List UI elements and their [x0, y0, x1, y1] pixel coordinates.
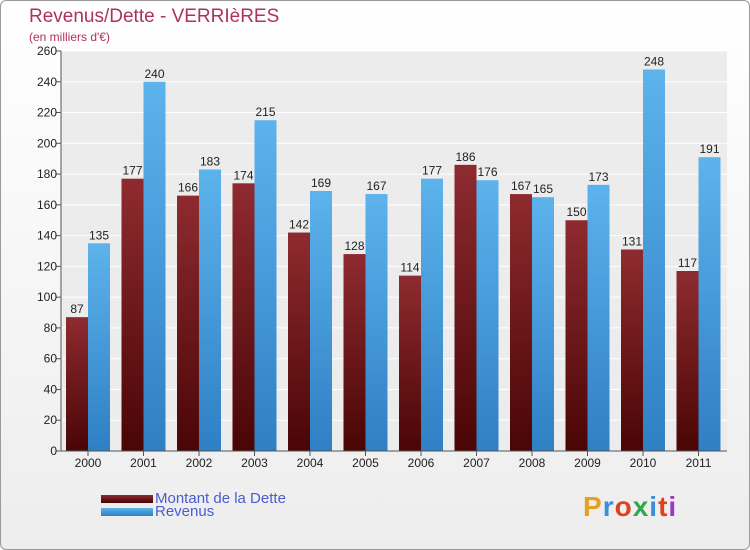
x-tick-label: 2005	[352, 456, 379, 470]
data-label-revenus: 169	[311, 176, 331, 190]
bar-revenus	[199, 169, 221, 451]
y-tick-label: 60	[44, 352, 58, 366]
data-label-revenus: 215	[255, 105, 275, 119]
data-label-dette: 114	[400, 261, 419, 275]
bar-revenus	[532, 197, 554, 451]
logo-letter: i	[649, 491, 659, 522]
bar-revenus	[421, 178, 443, 451]
bar-dette	[343, 254, 366, 451]
data-label-dette: 186	[455, 150, 475, 164]
bar-dette	[66, 317, 88, 451]
x-tick-label: 2004	[297, 456, 324, 470]
y-tick-label: 140	[37, 229, 57, 243]
bar-dette	[676, 271, 699, 451]
y-tick-label: 220	[37, 106, 57, 120]
legend-swatch-revenus	[101, 507, 153, 516]
data-label-revenus: 177	[422, 164, 442, 178]
bar-revenus	[254, 120, 277, 451]
legend-item-revenus: Revenus	[101, 503, 214, 520]
data-label-dette: 128	[344, 239, 364, 253]
data-label-revenus: 165	[533, 182, 553, 196]
y-tick-label: 80	[44, 321, 58, 335]
bar-dette	[177, 195, 199, 451]
y-tick-label: 180	[37, 167, 57, 181]
x-tick-label: 2010	[630, 456, 657, 470]
plot-area	[61, 51, 727, 451]
bar-dette	[454, 164, 477, 451]
x-axis: 2000 2001 2002 2003 2004 2005 2006 2007 2008 2009…	[61, 450, 727, 470]
data-label-revenus: 173	[588, 170, 608, 184]
x-tick-label: 2008	[519, 456, 546, 470]
y-tick-label: 0	[50, 444, 57, 458]
bar-dette	[232, 183, 255, 452]
y-tick-label: 120	[37, 259, 57, 273]
logo-letter: o	[614, 491, 633, 522]
y-tick-label: 260	[37, 44, 57, 58]
x-tick-label: 2009	[574, 456, 601, 470]
logo-letter: t	[658, 491, 669, 522]
bar-revenus	[476, 180, 499, 451]
data-label-revenus: 183	[200, 154, 220, 168]
y-tick-label: 20	[44, 413, 58, 427]
y-tick-label: 40	[44, 382, 58, 396]
y-axis: 0 20 40 60 80 100 120 140 160 180 200 220 240 260	[37, 44, 62, 458]
x-tick-label: 2011	[686, 456, 712, 470]
proxiti-logo: Proxiti	[583, 491, 677, 523]
bar-dette	[399, 275, 421, 451]
y-tick-label: 100	[37, 290, 57, 304]
bar-dette	[288, 232, 310, 451]
bar-revenus	[88, 243, 110, 451]
logo-letter: i	[668, 491, 678, 522]
data-label-revenus: 135	[89, 228, 109, 242]
data-label-dette: 167	[511, 179, 531, 193]
legend-label-revenus: Revenus	[155, 503, 215, 520]
bar-revenus	[587, 184, 610, 451]
chart-title: Revenus/Dette - VERRIèRES	[29, 6, 280, 27]
bar-dette	[121, 178, 144, 451]
bar-revenus	[310, 191, 332, 451]
grid-lines	[61, 50, 727, 452]
chart-subtitle: (en milliers d'€)	[29, 30, 110, 44]
data-label-dette: 87	[70, 302, 84, 316]
bar-dette	[621, 249, 643, 451]
data-label-dette: 150	[566, 205, 586, 219]
data-label-revenus: 167	[366, 179, 386, 193]
data-label-revenus: 176	[477, 165, 497, 179]
x-tick-label: 2000	[75, 456, 102, 470]
y-tick-label: 200	[37, 136, 57, 150]
logo-letter: P	[583, 491, 603, 522]
data-label-revenus: 240	[144, 67, 164, 81]
x-tick-label: 2001	[130, 456, 157, 470]
bar-revenus	[143, 81, 166, 452]
data-label-dette: 131	[622, 234, 642, 248]
bar-dette	[510, 194, 532, 452]
logo-letter: x	[632, 491, 650, 522]
x-tick-label: 2006	[408, 456, 435, 470]
data-label-revenus: 248	[644, 54, 664, 68]
data-label-dette: 177	[122, 164, 142, 178]
x-tick-label: 2002	[186, 456, 213, 470]
data-label-dette: 174	[233, 168, 253, 182]
bar-revenus	[643, 69, 665, 451]
legend-item-dette: Montant de la Dette	[101, 490, 286, 507]
data-label-dette: 142	[289, 218, 309, 232]
bar-revenus	[365, 194, 388, 452]
data-label-dette: 117	[678, 256, 697, 270]
logo-letter: r	[602, 491, 615, 522]
y-tick-label: 240	[37, 75, 57, 89]
y-tick-label: 160	[37, 198, 57, 212]
bar-revenus	[698, 157, 721, 451]
data-label-revenus: 191	[699, 142, 719, 156]
x-tick-label: 2007	[463, 456, 490, 470]
data-label-dette: 166	[178, 181, 198, 195]
legend-swatch-dette	[101, 494, 153, 503]
bar-dette	[565, 220, 588, 451]
legend-label-dette: Montant de la Dette	[155, 490, 286, 507]
bars	[66, 69, 721, 452]
x-tick-label: 2003	[241, 456, 268, 470]
